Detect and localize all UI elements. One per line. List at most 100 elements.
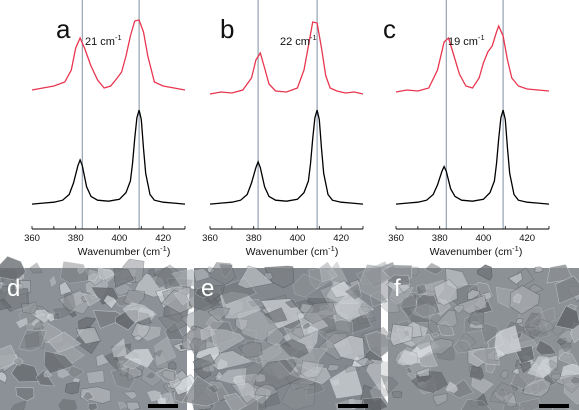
sem-flake (206, 383, 220, 394)
sem-flake (394, 348, 419, 367)
sem-flake (235, 318, 249, 331)
sem-flake (389, 323, 413, 347)
sem-flake (207, 262, 237, 286)
sem-flake (559, 342, 572, 353)
sem-flake (72, 378, 80, 383)
sem-flake (409, 303, 437, 320)
sem-flake (122, 391, 138, 400)
tick-label: 400 (111, 233, 127, 244)
sem-flake (279, 338, 309, 359)
x-ticks: 360 380 400 420 (24, 226, 186, 244)
sem-flake (495, 386, 508, 398)
sem-flake (559, 363, 579, 380)
sem-flake (302, 322, 312, 330)
tick-label: 400 (289, 233, 305, 244)
sem-flake (238, 341, 263, 358)
sem-flake (47, 331, 82, 353)
sem-flake (193, 267, 213, 283)
sem-flake (331, 292, 375, 322)
sem-flake (67, 365, 85, 379)
sem-flake (292, 273, 322, 298)
sem-flake (516, 306, 548, 336)
sem-flake (168, 360, 177, 370)
sem-flake (133, 335, 143, 342)
sem-flake (360, 305, 372, 313)
sem-flake (479, 291, 492, 301)
sem-flake (511, 368, 521, 375)
sem-flake (18, 329, 47, 352)
sem-flake (75, 327, 102, 345)
sem-flake (415, 367, 430, 378)
sem-flake (255, 373, 266, 382)
x-ticks: 360 380 400 420 (388, 226, 550, 244)
sem-flake (62, 291, 76, 314)
sem-flake (43, 370, 53, 378)
raman-panel-a: 360 380 400 420 a 21 cm-1 Wavenumber (cm-1) (24, 0, 186, 258)
tick-label: 420 (519, 233, 535, 244)
tick-label: 420 (333, 233, 349, 244)
sem-flake (326, 364, 340, 372)
sem-flake (429, 338, 454, 355)
sem-flake (237, 308, 280, 342)
sem-flake (502, 401, 524, 410)
sem-flake (519, 361, 531, 373)
spectrum-lower (31, 109, 186, 205)
tick-label: 360 (24, 233, 40, 244)
sem-flake (29, 262, 44, 274)
sem-flake (546, 264, 574, 284)
sem-flake (153, 349, 163, 357)
raman-panel-b: 360 380 400 420 b 22 cm-1 Wavenumber (cm-1) (202, 0, 364, 258)
sem-flake (522, 312, 541, 329)
sem-flake (550, 373, 561, 381)
sem-flake (452, 304, 464, 315)
sem-flake (560, 374, 579, 394)
sem-flakes (0, 255, 201, 410)
sem-flake (431, 332, 440, 338)
tick-label: 380 (432, 233, 448, 244)
sem-flake (157, 312, 188, 334)
sem-flake (380, 297, 400, 314)
sem-flake (518, 397, 542, 410)
sem-flake (0, 298, 13, 311)
sem-flake (254, 383, 280, 397)
sem-flake (527, 356, 551, 379)
raman-panel-c: 360 380 400 420 c 19 cm-1 Wavenumber (cm-1) (383, 0, 550, 258)
x-axis-label: Wavenumber (cm-1) (430, 244, 523, 258)
sem-flake (291, 326, 308, 339)
sem-flake (77, 316, 97, 330)
sem-flake (189, 337, 207, 354)
sem-flake (330, 379, 340, 386)
sem-flake (435, 309, 458, 328)
sem-flake (362, 397, 392, 410)
sem-image-f: f (380, 262, 579, 410)
sem-flake (146, 372, 155, 379)
sem-flake (343, 282, 362, 301)
sem-flake (87, 273, 99, 282)
scale-bar (148, 404, 178, 408)
sem-flake (46, 313, 55, 322)
sem-flake (69, 311, 77, 318)
sem-flake (523, 316, 550, 339)
sem-flake (0, 371, 8, 384)
sem-flake (95, 353, 110, 368)
sem-flake (111, 338, 127, 358)
sem-flake (503, 391, 517, 408)
sem-flake (266, 326, 285, 348)
sem-panel-letter: f (394, 275, 401, 302)
spectrum-upper (31, 19, 186, 91)
spectrum-upper (209, 21, 364, 95)
sem-flake (469, 366, 484, 381)
sem-flake (215, 370, 224, 380)
sem-flakes (179, 260, 400, 410)
sem-flake (35, 309, 52, 323)
spectrum-upper (395, 24, 550, 93)
sem-flake (181, 375, 220, 407)
x-axis-label: Wavenumber (cm-1) (78, 244, 171, 258)
sem-flake (216, 367, 247, 386)
separation-label: 19 cm-1 (448, 33, 485, 48)
sem-flake (127, 364, 143, 381)
sem-flake (515, 318, 524, 325)
sem-flake (446, 378, 474, 399)
sem-panel-letter: e (201, 275, 214, 302)
